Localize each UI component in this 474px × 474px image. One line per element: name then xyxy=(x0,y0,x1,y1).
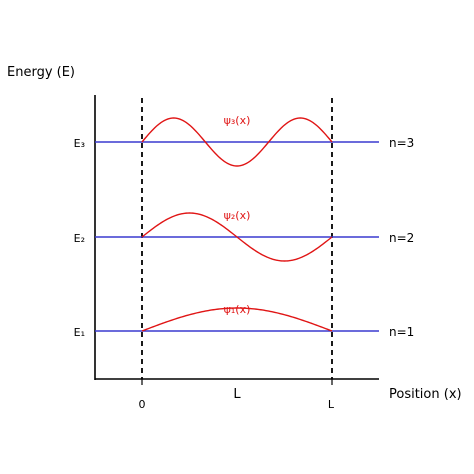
y-axis-label: Energy (E) xyxy=(7,65,75,80)
well-width-label: L xyxy=(233,387,241,402)
wavefunction-2-curve xyxy=(141,212,333,262)
energy-level-3: E₃ n=3 ψ₃(x) xyxy=(74,114,414,167)
wavefunction-label-2: ψ₂(x) xyxy=(224,209,251,222)
wavefunction-1-curve xyxy=(141,307,333,332)
energy-label-2: E₂ xyxy=(74,232,85,245)
x-tick-label-left: 0 xyxy=(139,398,146,411)
energy-label-3: E₃ xyxy=(74,137,85,150)
wavefunction-label-3: ψ₃(x) xyxy=(224,114,251,127)
energy-level-2: E₂ n=2 ψ₂(x) xyxy=(74,209,414,262)
x-axis-label: Position (x) xyxy=(389,387,462,402)
x-tick-label-right: L xyxy=(328,398,335,411)
wavefunction-3-curve xyxy=(141,117,333,167)
n-label-2: n=2 xyxy=(389,231,414,245)
wavefunction-label-1: ψ₁(x) xyxy=(224,303,251,316)
energy-level-1: E₁ n=1 ψ₁(x) xyxy=(74,303,415,339)
n-label-1: n=1 xyxy=(389,325,414,339)
energy-label-1: E₁ xyxy=(74,326,85,339)
n-label-3: n=3 xyxy=(389,136,414,150)
